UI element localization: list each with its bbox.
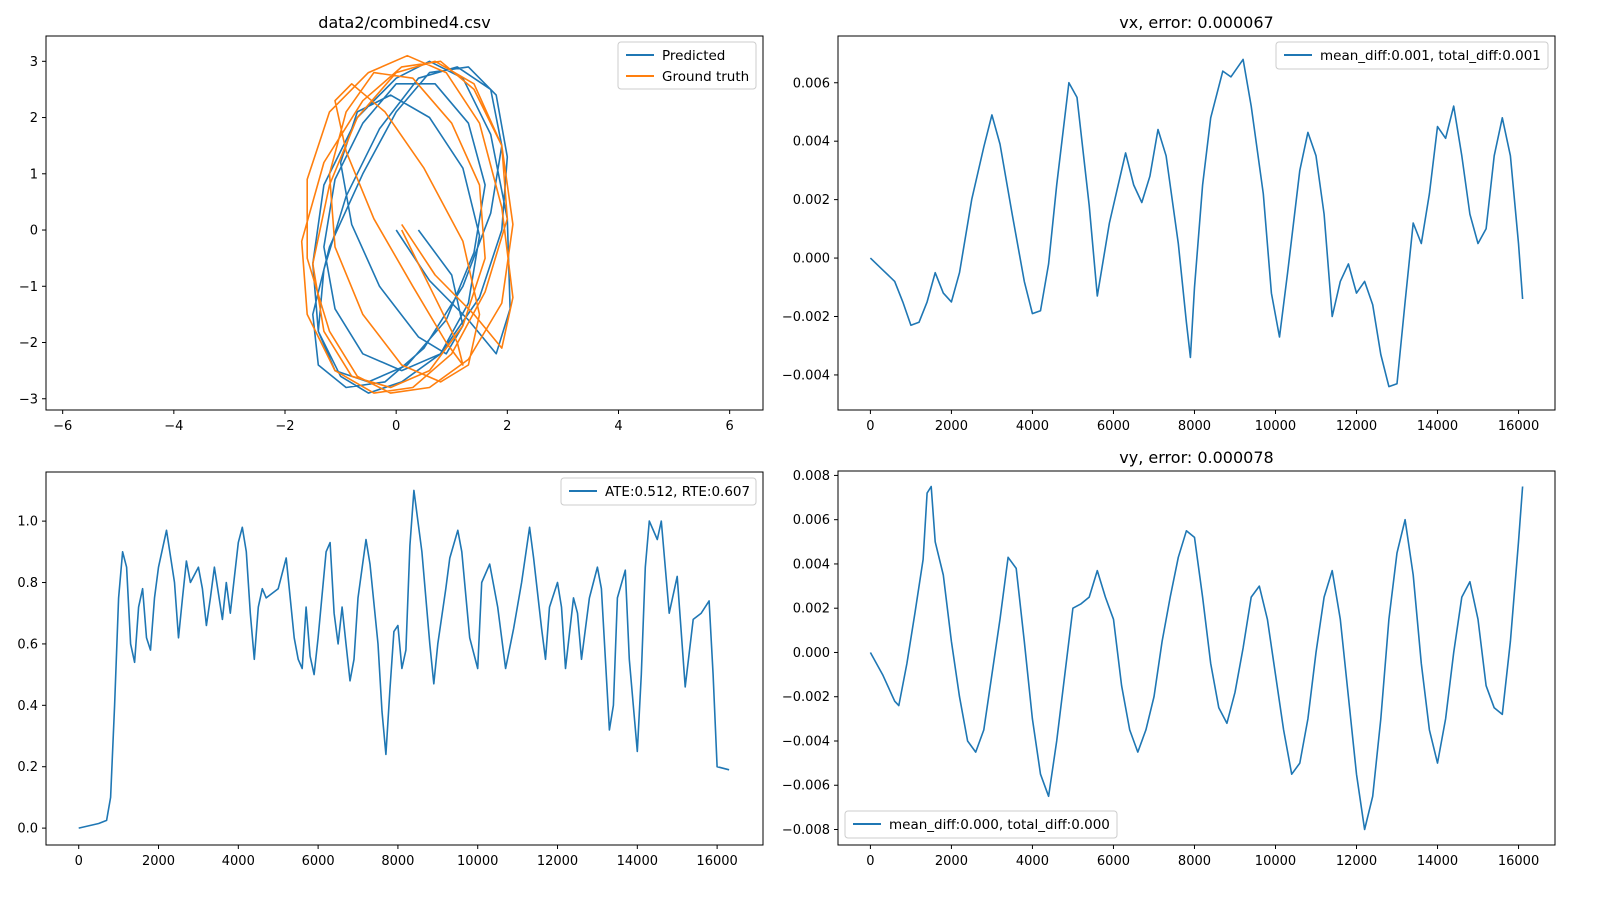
plot-frame (837, 470, 1556, 846)
y-tick-label: 0.000 (793, 252, 830, 267)
x-tick-label: 0 (866, 854, 874, 869)
x-tick-label: 2 (503, 419, 511, 434)
y-tick-label: −2 (19, 336, 38, 351)
plot-frame (45, 471, 764, 846)
chart-title: vx, error: 0.000067 (1119, 13, 1273, 32)
y-tick-label: 0.004 (793, 557, 830, 572)
legend: mean_diff:0.000, total_diff:0.000 (844, 810, 1118, 839)
x-tick-label: −4 (164, 419, 183, 434)
legend-label-predicted: Predicted (662, 48, 725, 64)
y-tick-label: −3 (19, 392, 38, 407)
x-tick-label: 16000 (696, 854, 737, 869)
series-line-0 (311, 60, 511, 394)
x-tick-label: −2 (275, 419, 294, 434)
y-tick-label: 0.000 (793, 646, 830, 661)
y-tick-label: 0 (30, 224, 38, 239)
x-tick-label: 6 (726, 419, 734, 434)
y-tick-label: 0.4 (17, 699, 38, 714)
x-tick-label: 2000 (935, 419, 968, 434)
x-tick-label: 14000 (617, 854, 658, 869)
series-line-0 (869, 485, 1524, 831)
y-tick-label: 0.8 (17, 576, 38, 591)
x-tick-label: 4000 (1016, 419, 1049, 434)
series-line-0 (78, 489, 730, 829)
legend: mean_diff:0.001, total_diff:0.001 (1275, 41, 1549, 70)
series-line-1 (300, 54, 514, 394)
ate-rte-chart: 0 2000 4000 6000 8000 10000 12000 14000 16000 0.0… (17, 471, 764, 869)
chart-title: data2/combined4.csv (318, 13, 490, 32)
y-tick-label: −0.002 (782, 690, 830, 705)
trajectory-chart: data2/combined4.csv −6 −4 −2 0 2 4 6 −3 −2 −1 0 1 2 3… (19, 13, 764, 434)
vx-chart: vx, error: 0.000067 0 2000 4000 6000 8000 100… (782, 13, 1556, 434)
legend-label: mean_diff:0.000, total_diff:0.000 (889, 817, 1110, 833)
y-tick-label: −1 (19, 280, 38, 295)
y-tick-label: 0.006 (793, 513, 830, 528)
x-tick-label: 12000 (1336, 854, 1377, 869)
legend-label-ground-truth: Ground truth (662, 69, 749, 85)
x-tick-label: 4000 (222, 854, 255, 869)
y-tick-label: 0.002 (793, 193, 830, 208)
y-tick-label: 2 (30, 111, 38, 126)
series-line-0 (869, 58, 1524, 388)
x-tick-label: 0 (866, 419, 874, 434)
x-tick-label: 10000 (1255, 419, 1296, 434)
x-tick-label: 2000 (142, 854, 175, 869)
legend: Predicted Ground truth (617, 41, 757, 90)
y-tick-label: 0.2 (17, 760, 38, 775)
y-tick-label: 1.0 (17, 515, 38, 530)
x-tick-label: 10000 (1255, 854, 1296, 869)
y-tick-label: 0.008 (793, 469, 830, 484)
y-tick-label: 0.6 (17, 637, 38, 652)
y-tick-label: 0.006 (793, 76, 830, 91)
y-tick-label: 0.0 (17, 822, 38, 837)
y-tick-label: 3 (30, 55, 38, 70)
legend-label: ATE:0.512, RTE:0.607 (605, 484, 750, 500)
x-tick-label: 10000 (457, 854, 498, 869)
y-tick-label: −0.008 (782, 823, 830, 838)
x-tick-label: 6000 (302, 854, 335, 869)
x-tick-label: 16000 (1498, 419, 1539, 434)
legend: ATE:0.512, RTE:0.607 (560, 477, 757, 506)
x-tick-label: 12000 (1336, 419, 1377, 434)
plot-frame (45, 35, 764, 411)
y-tick-label: −0.004 (782, 368, 830, 383)
x-tick-label: 0 (75, 854, 83, 869)
x-tick-label: 14000 (1417, 854, 1458, 869)
x-tick-label: 0 (392, 419, 400, 434)
x-tick-label: −6 (53, 419, 72, 434)
chart-title: vy, error: 0.000078 (1119, 448, 1273, 467)
plot-frame (837, 35, 1556, 411)
x-tick-label: 8000 (1178, 419, 1211, 434)
y-tick-label: −0.006 (782, 779, 830, 794)
x-tick-label: 8000 (381, 854, 414, 869)
y-tick-label: 1 (30, 167, 38, 182)
y-tick-label: −0.004 (782, 734, 830, 749)
x-tick-label: 14000 (1417, 419, 1458, 434)
x-tick-label: 12000 (537, 854, 578, 869)
x-tick-label: 8000 (1178, 854, 1211, 869)
x-tick-label: 2000 (935, 854, 968, 869)
x-tick-label: 16000 (1498, 854, 1539, 869)
legend-label: mean_diff:0.001, total_diff:0.001 (1320, 48, 1541, 64)
x-tick-label: 6000 (1097, 854, 1130, 869)
x-tick-label: 4 (614, 419, 622, 434)
y-tick-label: −0.002 (782, 310, 830, 325)
y-tick-label: 0.004 (793, 135, 830, 150)
x-tick-label: 4000 (1016, 854, 1049, 869)
y-tick-label: 0.002 (793, 602, 830, 617)
x-tick-label: 6000 (1097, 419, 1130, 434)
